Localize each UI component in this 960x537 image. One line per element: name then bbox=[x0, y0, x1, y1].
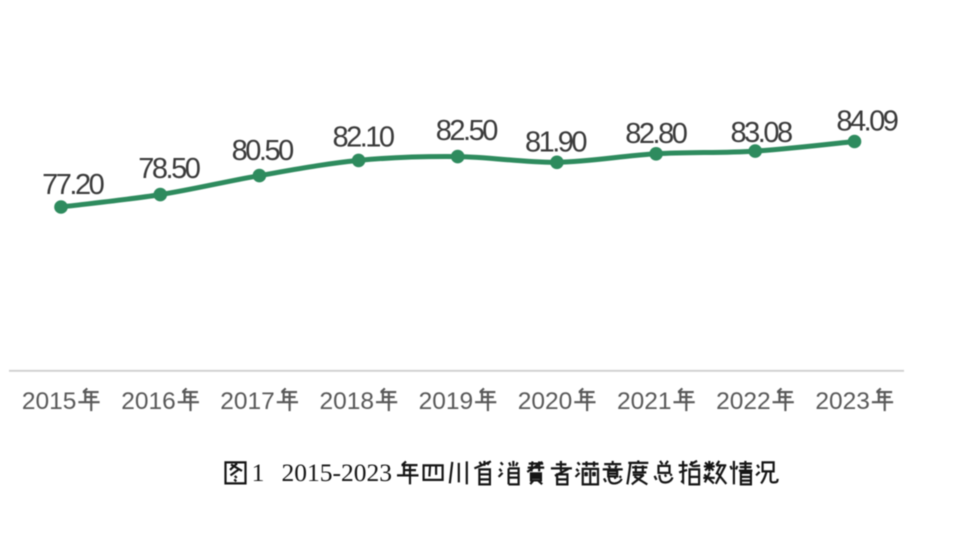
svg-text:2021: 2021 bbox=[617, 388, 672, 415]
svg-text:2020: 2020 bbox=[518, 388, 573, 415]
svg-text:2019: 2019 bbox=[419, 388, 474, 415]
svg-text:77.20: 77.20 bbox=[42, 169, 103, 201]
svg-text:83.08: 83.08 bbox=[731, 117, 792, 149]
svg-text:2016: 2016 bbox=[121, 388, 176, 415]
svg-text:82.10: 82.10 bbox=[332, 122, 393, 154]
svg-text:2023: 2023 bbox=[815, 388, 870, 415]
svg-text:2015-2023: 2015-2023 bbox=[282, 458, 393, 487]
svg-text:2022: 2022 bbox=[716, 388, 771, 415]
svg-text:81.90: 81.90 bbox=[525, 127, 586, 159]
svg-text:82.80: 82.80 bbox=[625, 118, 686, 150]
svg-text:2017: 2017 bbox=[220, 388, 275, 415]
svg-text:82.50: 82.50 bbox=[436, 115, 497, 147]
svg-text:2015: 2015 bbox=[22, 388, 77, 415]
svg-text:84.09: 84.09 bbox=[836, 106, 897, 138]
svg-text:80.50: 80.50 bbox=[232, 135, 293, 167]
svg-text:78.50: 78.50 bbox=[138, 153, 199, 185]
svg-text:2018: 2018 bbox=[320, 388, 375, 415]
svg-text:1: 1 bbox=[252, 458, 265, 487]
